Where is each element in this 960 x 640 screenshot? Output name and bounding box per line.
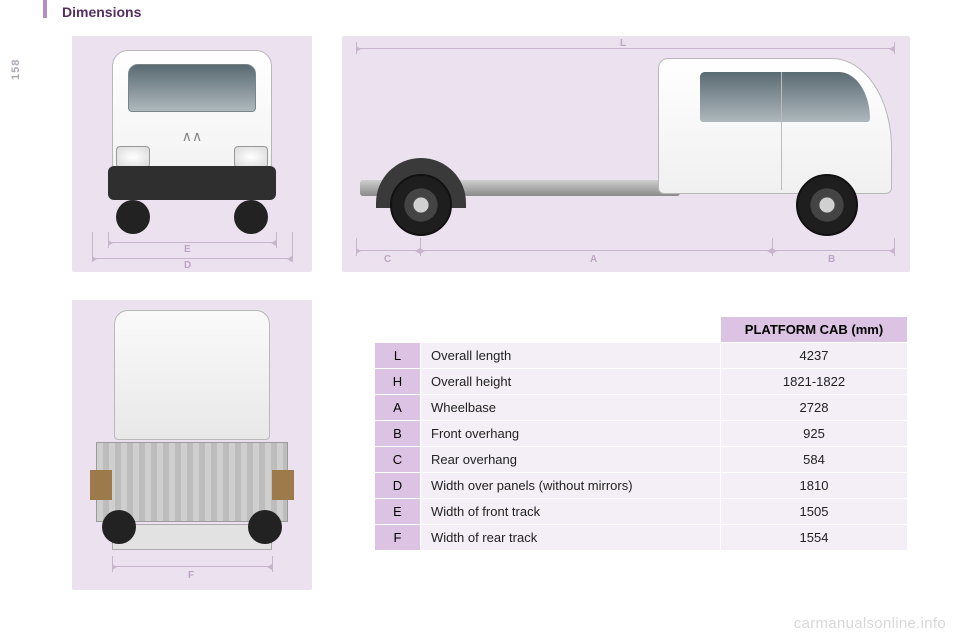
cell-val: 2728 [721,395,908,421]
dim-label-D: D [184,260,191,271]
table-row: HOverall height1821-1822 [375,369,908,395]
table-row: LOverall length4237 [375,343,908,369]
table-header-blank [375,317,721,343]
cell-desc: Front overhang [421,421,721,447]
brand-logo-icon: ∧∧ [182,128,203,145]
dim-label-L: L [620,38,626,49]
cell-code: F [375,525,421,551]
cell-desc: Width of rear track [421,525,721,551]
cell-desc: Width of front track [421,499,721,525]
table-row: DWidth over panels (without mirrors)1810 [375,473,908,499]
table-row: EWidth of front track1505 [375,499,908,525]
cell-code: H [375,369,421,395]
dim-label-B: B [828,254,835,265]
cell-val: 1505 [721,499,908,525]
table-header: PLATFORM CAB (mm) [721,317,908,343]
cell-val: 584 [721,447,908,473]
cell-code: D [375,473,421,499]
cell-code: L [375,343,421,369]
figure-front-view: ∧∧ E D [72,36,312,272]
table-row: CRear overhang584 [375,447,908,473]
cell-desc: Width over panels (without mirrors) [421,473,721,499]
dim-label-F: F [188,570,194,581]
cell-code: B [375,421,421,447]
cell-val: 1821-1822 [721,369,908,395]
cell-code: A [375,395,421,421]
cell-desc: Overall height [421,369,721,395]
accent-bar [43,0,47,18]
van-side-illustration [360,58,892,238]
table-body: LOverall length4237 HOverall height1821-… [375,343,908,551]
page-number: 158 [10,59,22,80]
cell-val: 1554 [721,525,908,551]
figure-side-view: L C A B [342,36,910,272]
page-title: Dimensions [62,4,141,20]
figure-rear-view: F [72,300,312,590]
figures-area: ∧∧ E D L [44,28,932,620]
van-front-illustration: ∧∧ [102,50,282,230]
cell-desc: Wheelbase [421,395,721,421]
table-row: FWidth of rear track1554 [375,525,908,551]
cell-desc: Rear overhang [421,447,721,473]
cell-code: C [375,447,421,473]
table-row: BFront overhang925 [375,421,908,447]
watermark: carmanualsonline.info [794,615,946,632]
dim-label-A: A [590,254,597,265]
van-rear-illustration [96,310,288,560]
table-row: AWheelbase2728 [375,395,908,421]
dimensions-table: PLATFORM CAB (mm) LOverall length4237 HO… [374,316,908,551]
dim-label-C: C [384,254,391,265]
cell-code: E [375,499,421,525]
cell-val: 1810 [721,473,908,499]
cell-val: 4237 [721,343,908,369]
cell-val: 925 [721,421,908,447]
cell-desc: Overall length [421,343,721,369]
dim-label-E: E [184,244,191,255]
